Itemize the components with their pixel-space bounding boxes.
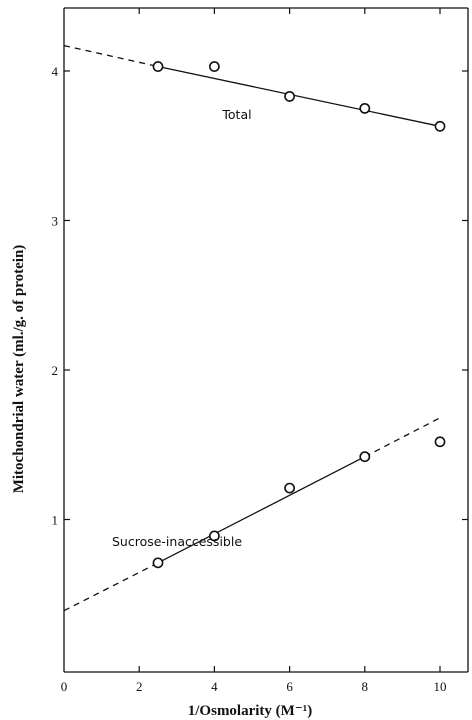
x-tick-label: 10 (434, 679, 447, 694)
fit-extrapolation-sucrose-inaccessible (364, 417, 441, 458)
x-tick-label: 8 (362, 679, 369, 694)
x-tick-label: 2 (136, 679, 143, 694)
x-tick-label: 6 (286, 679, 293, 694)
series-label-total: Total (221, 107, 251, 122)
y-axis-title: Mitochondrial water (ml./g. of protein) (11, 245, 27, 494)
x-axis-title: 1/Osmolarity (M⁻¹) (188, 703, 312, 719)
data-points (152, 61, 446, 569)
y-tick-label: 2 (52, 363, 59, 378)
x-tick-label: 0 (61, 679, 68, 694)
fit-lines (63, 44, 441, 612)
fit-line-sucrose-inaccessible (157, 456, 366, 564)
data-point-total (152, 61, 164, 72)
data-point-total (208, 61, 220, 72)
axis-ticks: 1 2 3 4 0 2 4 6 8 10 (52, 8, 468, 694)
fit-extrapolation-sucrose-inaccessible (63, 562, 159, 612)
plot-frame (63, 7, 469, 673)
fit-extrapolation-total (63, 44, 159, 68)
y-tick-label: 3 (52, 214, 59, 229)
data-point-sucrose-inaccessible (284, 482, 295, 494)
y-tick-label: 4 (52, 64, 59, 79)
data-point-sucrose-inaccessible (359, 451, 371, 463)
data-point-sucrose-inaccessible (434, 436, 446, 448)
data-point-total (434, 120, 446, 132)
fit-line-total (157, 65, 441, 127)
series-label-sucrose-inaccessible: Sucrose-inaccessible (112, 534, 242, 549)
y-tick-label: 1 (52, 513, 59, 528)
data-point-sucrose-inaccessible (152, 557, 164, 569)
data-point-total (284, 91, 295, 102)
data-point-total (359, 102, 371, 114)
data-point-sucrose-inaccessible (208, 530, 220, 542)
x-tick-label: 4 (211, 679, 218, 694)
